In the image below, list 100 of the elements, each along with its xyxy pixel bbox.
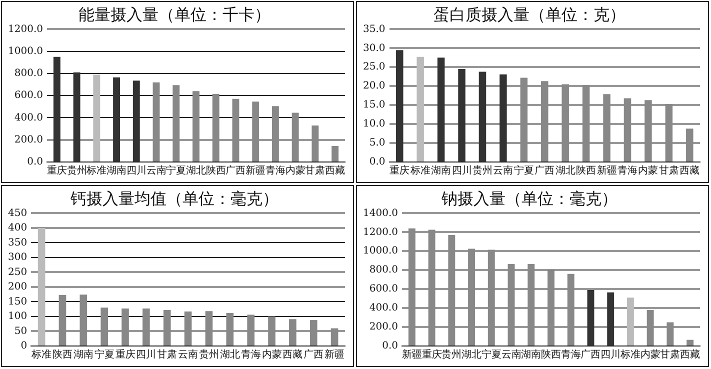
chart-title: 蛋白质摄入量（单位：克） bbox=[434, 4, 626, 24]
bar bbox=[247, 314, 254, 346]
bar bbox=[93, 74, 100, 162]
bar bbox=[548, 270, 554, 346]
bar bbox=[686, 128, 694, 162]
x-tick-label: 甘肃 bbox=[658, 164, 679, 177]
bar bbox=[437, 58, 445, 162]
bar bbox=[686, 340, 694, 346]
bar bbox=[80, 294, 88, 346]
chart-title: 钠摄入量（单位：毫克） bbox=[440, 188, 618, 208]
bar bbox=[163, 310, 171, 346]
x-tick-label: 云南 bbox=[146, 164, 166, 177]
x-tick-label: 标准 bbox=[30, 348, 52, 361]
x-tick-label: 贵州 bbox=[472, 164, 492, 177]
bar bbox=[332, 146, 339, 162]
bar bbox=[520, 78, 528, 162]
x-tick-label: 四川 bbox=[452, 164, 472, 177]
bar bbox=[607, 292, 614, 346]
bar bbox=[142, 308, 150, 346]
bar bbox=[289, 319, 296, 346]
bar bbox=[184, 311, 192, 346]
y-tick-label: 150 bbox=[8, 296, 28, 308]
y-tick-label: 15.0 bbox=[363, 100, 386, 111]
bar bbox=[582, 84, 590, 162]
y-tick-label: 800.0 bbox=[14, 68, 43, 80]
y-tick-label: 20.0 bbox=[363, 80, 386, 92]
bar bbox=[58, 294, 66, 346]
x-tick-label: 宁夏 bbox=[514, 164, 534, 177]
y-tick-label: 50 bbox=[14, 326, 28, 337]
x-tick-label: 标准 bbox=[409, 164, 430, 177]
bar bbox=[53, 56, 60, 162]
x-tick-label: 甘肃 bbox=[660, 348, 680, 361]
bar bbox=[567, 274, 574, 346]
x-tick-label: 甘肃 bbox=[305, 164, 326, 177]
x-tick-label: 内蒙 bbox=[638, 164, 658, 177]
x-tick-label: 陕西 bbox=[576, 164, 596, 177]
x-tick-label: 青海 bbox=[265, 164, 286, 177]
bar bbox=[541, 81, 548, 162]
y-tick-label: 1400.0 bbox=[362, 208, 398, 219]
chart-title: 能量摄入量（单位：千卡） bbox=[78, 4, 270, 24]
bar bbox=[478, 72, 486, 162]
bar bbox=[624, 98, 632, 162]
bar bbox=[528, 264, 535, 346]
x-tick-label: 西藏 bbox=[325, 164, 346, 177]
x-tick-label: 宁夏 bbox=[481, 348, 502, 361]
y-tick-label: 300 bbox=[8, 252, 28, 264]
bar bbox=[646, 310, 654, 346]
y-tick-label: 1000.0 bbox=[8, 46, 43, 57]
x-tick-label: 青海 bbox=[560, 348, 581, 361]
bar bbox=[500, 74, 507, 162]
bar bbox=[212, 94, 220, 162]
bar bbox=[408, 228, 416, 346]
y-tick-label: 1200.0 bbox=[362, 226, 398, 238]
bar bbox=[603, 94, 610, 162]
x-tick-label: 湖南 bbox=[521, 348, 542, 361]
x-tick-label: 陕西 bbox=[540, 348, 561, 361]
bar bbox=[626, 298, 634, 346]
x-tick-label: 湖北 bbox=[462, 348, 482, 361]
x-tick-label: 四川 bbox=[600, 348, 621, 361]
bar bbox=[312, 125, 319, 162]
bar bbox=[666, 322, 674, 346]
x-tick-label: 新疆 bbox=[246, 164, 266, 177]
bar bbox=[396, 50, 404, 162]
x-tick-label: 湖南 bbox=[431, 164, 452, 177]
y-tick-label: 350 bbox=[8, 237, 28, 248]
chart-title: 钙摄入量均值（单位：毫克） bbox=[70, 188, 278, 208]
bar bbox=[232, 98, 240, 162]
y-tick-label: 1000.0 bbox=[362, 246, 398, 257]
x-tick-label: 广西 bbox=[226, 164, 246, 177]
bar bbox=[310, 320, 318, 346]
y-tick-label: 200 bbox=[8, 282, 28, 293]
x-tick-label: 湖北 bbox=[220, 348, 240, 361]
bar bbox=[488, 250, 495, 346]
x-tick-label: 湖北 bbox=[555, 164, 576, 177]
x-tick-label: 贵州 bbox=[66, 164, 87, 177]
x-tick-label: 广西 bbox=[304, 348, 324, 361]
x-tick-label: 标准 bbox=[619, 348, 640, 361]
bar bbox=[268, 316, 276, 346]
x-tick-label: 四川 bbox=[126, 164, 146, 177]
bar bbox=[416, 56, 424, 162]
x-tick-label: 重庆 bbox=[115, 348, 136, 361]
bar bbox=[205, 311, 213, 346]
bar bbox=[272, 106, 279, 162]
bar bbox=[428, 230, 436, 346]
y-tick-label: 35.0 bbox=[363, 24, 386, 35]
bar bbox=[587, 290, 594, 346]
x-tick-label: 贵州 bbox=[442, 348, 462, 361]
bar bbox=[644, 100, 652, 162]
y-tick-label: 5.0 bbox=[369, 138, 386, 149]
x-tick-label: 湖南 bbox=[73, 348, 94, 361]
x-tick-label: 云南 bbox=[178, 348, 198, 361]
x-tick-label: 湖北 bbox=[186, 164, 206, 177]
y-tick-label: 400.0 bbox=[14, 112, 43, 124]
y-tick-label: 30.0 bbox=[363, 42, 386, 54]
x-tick-label: 四川 bbox=[136, 348, 156, 361]
y-tick-label: 0 bbox=[20, 340, 28, 352]
y-tick-label: 400 bbox=[8, 222, 28, 234]
x-tick-label: 西藏 bbox=[282, 348, 303, 361]
bar bbox=[448, 235, 456, 346]
y-tick-label: 800.0 bbox=[369, 264, 398, 276]
